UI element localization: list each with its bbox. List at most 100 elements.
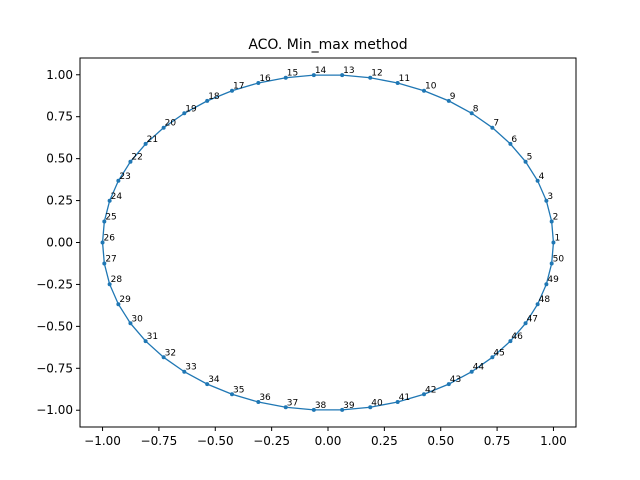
city-point (182, 111, 187, 116)
city-label: 43 (450, 375, 461, 385)
city-point (523, 321, 528, 326)
city-label: 49 (547, 275, 559, 285)
city-label: 4 (539, 172, 545, 182)
city-point (421, 88, 426, 93)
city-label: 46 (511, 332, 523, 342)
city-label: 32 (165, 348, 176, 358)
city-point (116, 302, 121, 307)
y-tick-label: 0.50 (46, 152, 73, 166)
city-label: 6 (511, 135, 517, 145)
y-tick-label: −0.75 (36, 361, 73, 375)
city-label: 17 (233, 82, 244, 92)
city-label: 9 (450, 92, 456, 102)
y-tick-label: 0.75 (46, 110, 73, 124)
x-tick-label: 0.00 (315, 434, 342, 448)
city-point (490, 355, 495, 360)
city-point (421, 392, 426, 397)
city-point (256, 400, 261, 405)
x-tick-label: 1.00 (540, 434, 567, 448)
city-label: 24 (111, 192, 123, 202)
city-label: 16 (259, 74, 271, 84)
city-label: 40 (371, 398, 383, 408)
city-point (230, 88, 235, 93)
city-point (535, 178, 540, 183)
city-point (107, 282, 112, 287)
city-point (395, 80, 400, 85)
city-point (551, 240, 556, 245)
city-label: 8 (473, 104, 479, 114)
city-label: 30 (131, 314, 143, 324)
city-label: 13 (343, 66, 354, 76)
city-label: 2 (553, 212, 559, 222)
y-tick-label: −0.25 (36, 277, 73, 291)
city-label: 3 (547, 192, 553, 202)
city-label: 21 (147, 135, 158, 145)
city-point (368, 75, 373, 80)
x-tick-label: −0.25 (253, 434, 290, 448)
y-tick-label: 1.00 (46, 68, 73, 82)
city-label: 50 (553, 255, 565, 265)
city-label: 27 (105, 255, 116, 265)
city-label: 10 (425, 82, 437, 92)
city-point (446, 98, 451, 103)
y-tick-label: −0.50 (36, 319, 73, 333)
city-label: 48 (539, 295, 551, 305)
city-label: 5 (527, 153, 533, 163)
city-point (205, 382, 210, 387)
x-tick-label: 0.50 (427, 434, 454, 448)
city-point (544, 282, 549, 287)
city-label: 25 (105, 212, 116, 222)
city-point (508, 339, 513, 344)
city-point (311, 407, 316, 412)
plot-area: 1234567891011121314151617181920212223242… (100, 66, 565, 412)
city-label: 38 (315, 401, 327, 411)
city-label: 14 (315, 66, 327, 76)
city-point (143, 339, 148, 344)
city-label: 47 (527, 314, 538, 324)
city-point (549, 219, 554, 224)
city-label: 18 (208, 92, 220, 102)
city-point (100, 240, 105, 245)
chart-title: ACO. Min_max method (248, 37, 407, 53)
city-point (544, 198, 549, 203)
city-point (143, 141, 148, 146)
city-label: 20 (165, 119, 177, 129)
x-tick-label: −0.75 (141, 434, 178, 448)
city-point (161, 355, 166, 360)
y-tick-label: 0.00 (46, 236, 73, 250)
city-point (508, 141, 513, 146)
city-label: 44 (473, 363, 485, 373)
city-point (469, 111, 474, 116)
city-point (230, 392, 235, 397)
city-point (535, 302, 540, 307)
city-label: 37 (287, 398, 298, 408)
city-point (283, 405, 288, 410)
city-point (523, 159, 528, 164)
city-point (161, 125, 166, 130)
city-label: 7 (493, 119, 499, 129)
city-label: 19 (185, 104, 197, 114)
city-point (182, 369, 187, 374)
city-point (256, 80, 261, 85)
city-label: 39 (343, 401, 355, 411)
y-tick-label: 0.25 (46, 194, 73, 208)
city-label: 12 (371, 69, 382, 79)
city-label: 15 (287, 69, 298, 79)
city-label: 11 (399, 74, 410, 84)
x-tick-label: −1.00 (84, 434, 121, 448)
city-label: 31 (147, 332, 158, 342)
city-point (340, 407, 345, 412)
city-label: 34 (208, 375, 220, 385)
city-label: 28 (111, 275, 123, 285)
city-label: 45 (493, 348, 504, 358)
city-point (395, 400, 400, 405)
y-axis: −1.00 −0.75 −0.50 −0.25 0.00 0.25 0.50 0.75 1.00 (36, 68, 80, 417)
city-point (102, 261, 107, 266)
city-point (311, 73, 316, 78)
city-point (446, 382, 451, 387)
x-axis: −1.00 −0.75 −0.50 −0.25 0.00 0.25 0.50 0.75 1.00 (84, 427, 567, 448)
city-point (128, 321, 133, 326)
city-point (549, 261, 554, 266)
